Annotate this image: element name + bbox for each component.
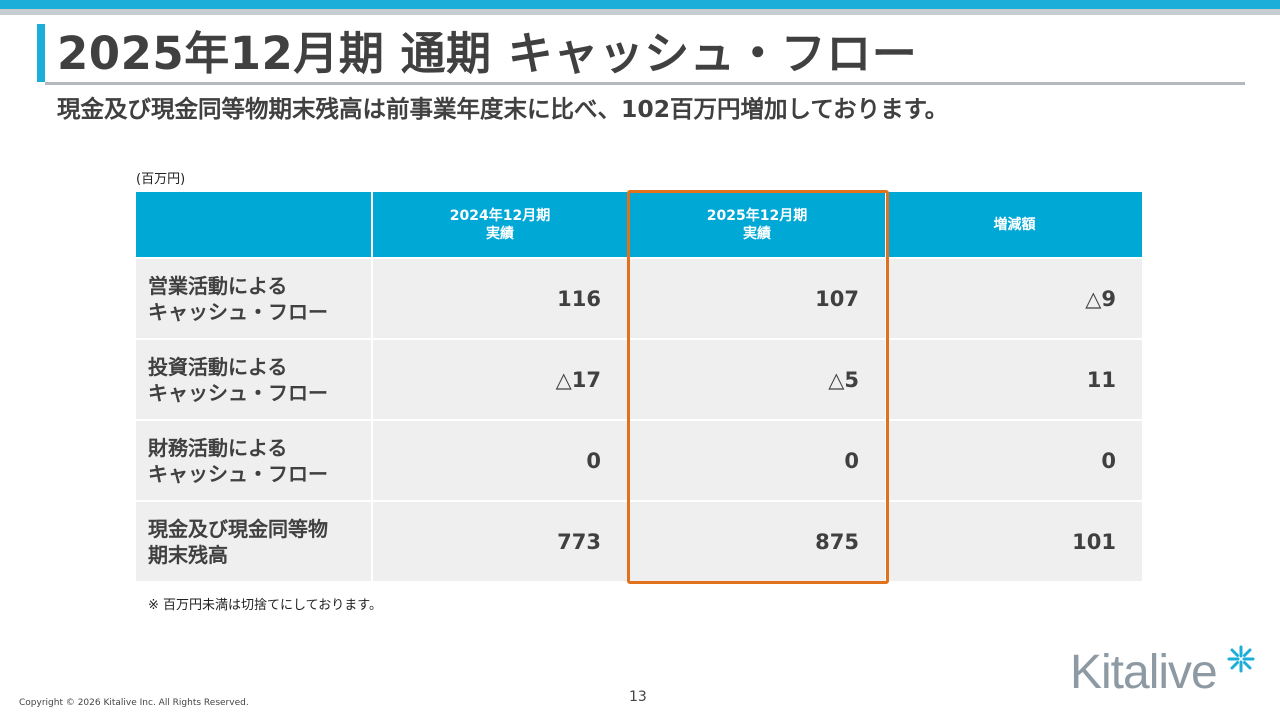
logo-asterisk-icon [1227,645,1255,673]
page-subtitle: 現金及び現金同等物期末残高は前事業年度末に比べ、102百万円増加しております。 [57,95,949,123]
title-accent-bar [37,24,45,82]
cell-change: 101 [886,500,1142,581]
header-change-label: 増減額 [993,216,1036,233]
unit-label: (百万円) [136,172,186,187]
cell-fy2024: 773 [372,500,629,581]
header-fy2025-line2: 実績 [743,225,771,242]
table-header-row: 2024年12月期 実績 2025年12月期 実績 増減額 [136,192,1142,258]
header-empty [136,192,373,258]
copyright-notice: Copyright © 2026 Kitalive Inc. All Right… [19,698,249,708]
page-number: 13 [629,689,647,705]
header-fy2024: 2024年12月期 実績 [372,192,629,258]
cash-flow-table: 2024年12月期 実績 2025年12月期 実績 増減額 営業活動による キャ… [136,192,1142,581]
cell-fy2024: 0 [372,419,629,501]
row-label-financing: 財務活動による キャッシュ・フロー [136,419,373,501]
cell-fy2024: △17 [372,338,629,420]
header-fy2024-line2: 実績 [486,225,514,242]
top-gray-band [0,9,1280,15]
cell-fy2025: 0 [628,419,887,501]
top-accent-band [0,0,1280,9]
title-underline [45,82,1245,85]
cell-fy2025: 107 [628,257,887,339]
cell-change: 0 [886,419,1142,501]
row-label-line2: 期末残高 [148,542,228,567]
company-logo: Kitalive [1070,645,1218,701]
page-title: 2025年12月期 通期 キャッシュ・フロー [57,27,918,80]
row-label-line2: キャッシュ・フロー [148,380,328,405]
header-fy2025-line1: 2025年12月期 [706,207,808,224]
table-row: 財務活動による キャッシュ・フロー 0 0 0 [136,419,1142,501]
header-fy2025: 2025年12月期 実績 [628,192,887,258]
cell-fy2025: △5 [628,338,887,420]
cell-change: △9 [886,257,1142,339]
row-label-line1: 財務活動による [148,435,288,460]
table-row: 投資活動による キャッシュ・フロー △17 △5 11 [136,338,1142,420]
row-label-line2: キャッシュ・フロー [148,299,328,324]
cell-fy2024: 116 [372,257,629,339]
logo-wordmark: Kitalive [1070,646,1218,699]
cell-fy2025: 875 [628,500,887,581]
footnote: ※ 百万円未満は切捨てにしております。 [148,598,382,613]
row-label-investing: 投資活動による キャッシュ・フロー [136,338,373,420]
header-change: 増減額 [886,192,1142,258]
table-row: 現金及び現金同等物 期末残高 773 875 101 [136,500,1142,581]
row-label-line1: 投資活動による [148,354,288,379]
row-label-line2: キャッシュ・フロー [148,461,328,486]
row-label-line1: 営業活動による [148,273,288,298]
row-label-line1: 現金及び現金同等物 [148,516,328,541]
table-row: 営業活動による キャッシュ・フロー 116 107 △9 [136,257,1142,339]
cell-change: 11 [886,338,1142,420]
header-fy2024-line1: 2024年12月期 [449,207,551,224]
row-label-ending-balance: 現金及び現金同等物 期末残高 [136,500,373,581]
row-label-operating: 営業活動による キャッシュ・フロー [136,257,373,339]
